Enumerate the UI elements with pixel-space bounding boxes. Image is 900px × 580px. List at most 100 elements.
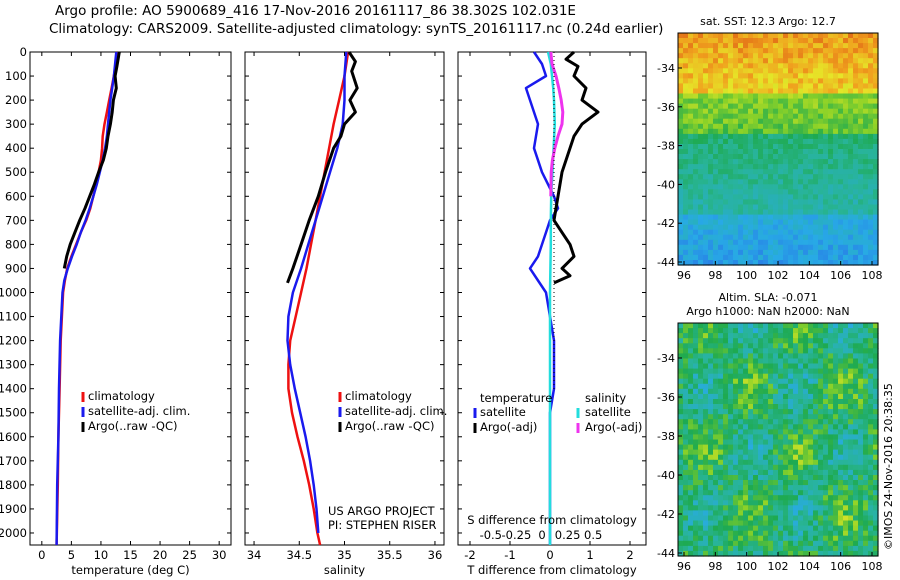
map-cell — [718, 373, 724, 380]
map-cell — [793, 103, 799, 110]
map-cell — [743, 189, 749, 195]
map-cell — [848, 234, 854, 241]
map-cell — [778, 179, 784, 185]
map-cell — [768, 194, 774, 200]
map-cell — [788, 510, 794, 517]
map-y-tick-label: -40 — [657, 178, 675, 191]
map-cell — [743, 480, 749, 486]
map-cell — [863, 328, 869, 334]
map-cell — [813, 373, 819, 380]
map-cell — [833, 113, 839, 120]
map-sst: sat. SST: 12.3 Argo: 12.796 98 100 102 104 10… — [657, 15, 882, 282]
map-cell — [863, 459, 869, 466]
map-cell — [728, 239, 734, 246]
map-cell — [733, 444, 739, 451]
y-tick-label: 400 — [5, 141, 27, 155]
map-cell — [768, 424, 774, 430]
map-cell — [808, 464, 814, 471]
map-cell — [783, 469, 789, 476]
map-cell — [723, 363, 729, 370]
map-cell — [693, 490, 699, 496]
map-cell — [748, 520, 754, 527]
map-cell — [703, 219, 709, 226]
map-cell — [863, 144, 869, 150]
map-cell — [798, 113, 804, 120]
map-cell — [763, 399, 769, 405]
map-cell — [838, 53, 844, 59]
map-cell — [828, 38, 834, 44]
map-cell — [683, 409, 689, 415]
map-cell — [798, 475, 804, 481]
map-cell — [718, 260, 724, 266]
map-cell — [788, 260, 794, 266]
map-cell — [863, 244, 869, 251]
map-cell — [783, 33, 789, 39]
map-cell — [758, 33, 764, 39]
map-cell — [768, 68, 774, 74]
map-cell — [828, 254, 834, 261]
map-cell — [843, 358, 849, 365]
map-cell — [768, 495, 774, 501]
map-cell — [858, 545, 864, 552]
map-cell — [828, 149, 834, 155]
map-cell — [788, 444, 794, 451]
map-cell — [818, 179, 824, 185]
map-cell — [728, 199, 734, 205]
map-cell — [683, 149, 689, 155]
map-cell — [773, 68, 779, 74]
map-cell — [858, 439, 864, 446]
map-cell — [828, 214, 834, 221]
y-tick-label: 500 — [5, 165, 27, 179]
map-cell — [858, 244, 864, 251]
map-cell — [783, 103, 789, 110]
map-cell — [693, 229, 699, 236]
map-cell — [748, 454, 754, 461]
map-cell — [748, 254, 754, 261]
map-cell — [833, 209, 839, 216]
map-cell — [733, 540, 739, 547]
map-cell — [718, 68, 724, 74]
map-cell — [813, 128, 819, 135]
map-cell — [793, 78, 799, 84]
map-cell — [743, 368, 749, 375]
map-cell — [683, 550, 689, 557]
map-cell — [768, 475, 774, 481]
map-cell — [828, 469, 834, 476]
map-cell — [843, 363, 849, 370]
x-tick-label: 10 — [94, 548, 109, 562]
map-cell — [778, 454, 784, 461]
map-cell — [783, 404, 789, 410]
map-cell — [768, 63, 774, 69]
series-line — [287, 51, 350, 546]
map-cell — [853, 469, 859, 476]
map-cell — [813, 73, 819, 79]
map-cell — [793, 434, 799, 441]
map-cell — [733, 545, 739, 552]
map-cell — [773, 244, 779, 251]
map-cell — [678, 439, 684, 446]
map-cell — [853, 550, 859, 557]
map-cell — [738, 419, 744, 425]
map-cell — [783, 38, 789, 44]
map-cell — [803, 409, 809, 415]
map-cell — [818, 368, 824, 375]
map-cell — [793, 254, 799, 261]
map-cell — [683, 199, 689, 205]
map-cell — [778, 123, 784, 130]
map-cell — [858, 164, 864, 170]
map-cell — [738, 464, 744, 471]
map-cell — [678, 419, 684, 425]
map-cell — [748, 83, 754, 89]
map-cell — [753, 333, 759, 339]
map-cell — [833, 383, 839, 390]
map-cell — [753, 103, 759, 110]
map-cell — [868, 464, 874, 471]
map-cell — [803, 48, 809, 54]
map-cell — [858, 449, 864, 456]
map-cell — [808, 113, 814, 120]
map-cell — [693, 464, 699, 471]
map-cell — [798, 38, 804, 44]
map-cell — [793, 540, 799, 547]
map-cell — [738, 378, 744, 385]
map-cell — [813, 184, 819, 190]
